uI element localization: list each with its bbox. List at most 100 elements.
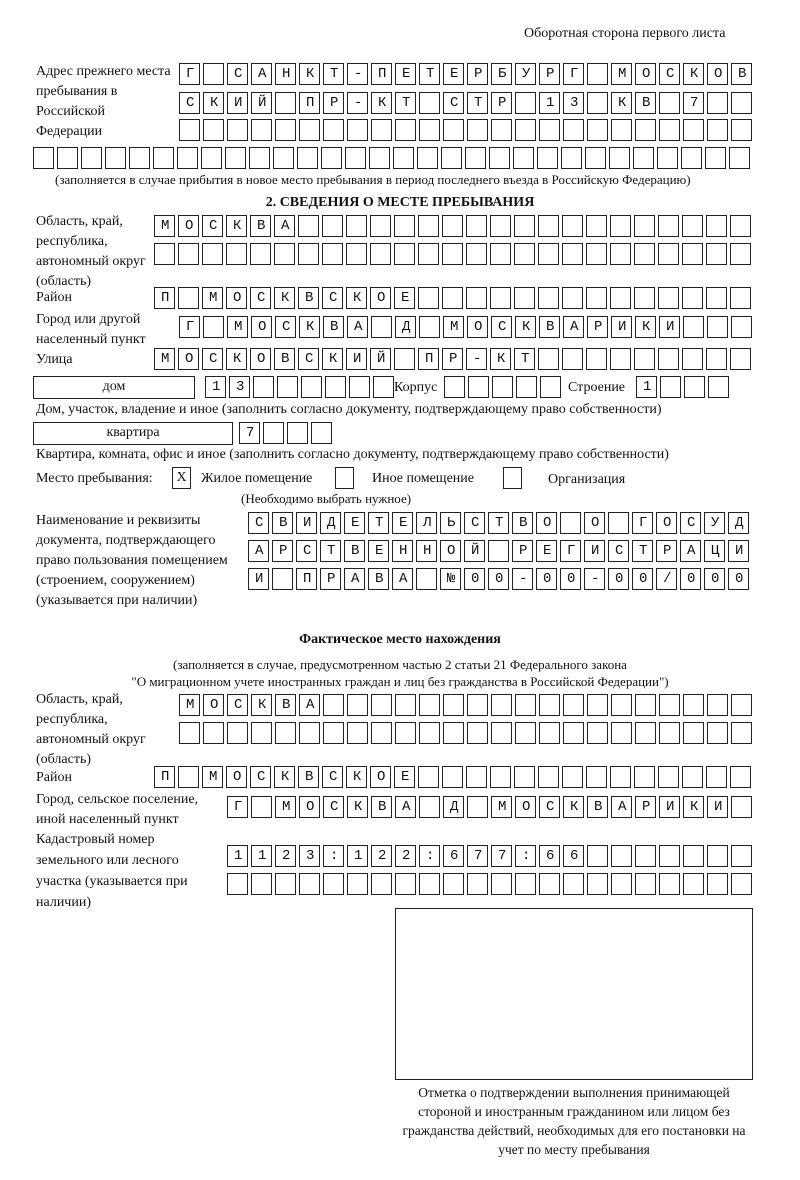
char-cell[interactable] — [239, 422, 260, 444]
char-cell[interactable] — [226, 348, 247, 370]
char-cell[interactable] — [538, 287, 559, 309]
char-cell[interactable] — [178, 766, 199, 788]
char-cell[interactable] — [227, 119, 248, 141]
char-cell[interactable] — [683, 722, 704, 744]
char-cell[interactable] — [562, 287, 583, 309]
char-cell[interactable] — [683, 119, 704, 141]
char-cell[interactable] — [368, 512, 389, 534]
char-cell[interactable] — [611, 694, 632, 716]
char-cell[interactable] — [416, 512, 437, 534]
char-cell[interactable] — [226, 766, 247, 788]
char-cell[interactable] — [680, 540, 701, 562]
char-cell[interactable] — [705, 147, 726, 169]
char-cell[interactable] — [708, 376, 729, 398]
char-cell[interactable] — [491, 873, 512, 895]
char-cell[interactable] — [251, 316, 272, 338]
char-cell[interactable] — [537, 147, 558, 169]
char-cell[interactable] — [563, 63, 584, 85]
char-cell[interactable] — [227, 796, 248, 818]
char-cell[interactable] — [586, 766, 607, 788]
char-cell[interactable] — [323, 796, 344, 818]
char-cell[interactable] — [683, 63, 704, 85]
char-cell[interactable] — [730, 348, 751, 370]
char-cell[interactable] — [634, 215, 655, 237]
char-cell[interactable] — [105, 147, 126, 169]
char-cell[interactable] — [322, 766, 343, 788]
char-cell[interactable] — [515, 119, 536, 141]
char-cell[interactable] — [301, 376, 322, 398]
char-cell[interactable] — [538, 348, 559, 370]
char-cell[interactable] — [586, 243, 607, 265]
char-cell[interactable] — [251, 92, 272, 114]
char-cell[interactable] — [539, 694, 560, 716]
char-cell[interactable] — [707, 63, 728, 85]
char-cell[interactable] — [347, 694, 368, 716]
char-cell[interactable] — [706, 348, 727, 370]
char-cell[interactable] — [587, 722, 608, 744]
char-cell[interactable] — [419, 845, 440, 867]
char-cell[interactable] — [275, 873, 296, 895]
char-cell[interactable] — [635, 873, 656, 895]
char-cell[interactable] — [392, 568, 413, 590]
char-cell[interactable] — [611, 63, 632, 85]
char-cell[interactable] — [371, 694, 392, 716]
char-cell[interactable] — [611, 722, 632, 744]
char-cell[interactable] — [731, 694, 752, 716]
char-cell[interactable] — [369, 147, 390, 169]
char-cell[interactable] — [610, 348, 631, 370]
char-cell[interactable] — [729, 147, 750, 169]
char-cell[interactable] — [416, 568, 437, 590]
char-cell[interactable] — [514, 243, 535, 265]
char-cell[interactable] — [203, 92, 224, 114]
char-cell[interactable] — [371, 845, 392, 867]
checkbox-other-premises[interactable] — [335, 467, 354, 489]
char-cell[interactable] — [370, 766, 391, 788]
char-cell[interactable] — [275, 119, 296, 141]
char-cell[interactable] — [297, 147, 318, 169]
char-cell[interactable] — [656, 568, 677, 590]
char-cell[interactable] — [587, 845, 608, 867]
char-cell[interactable] — [660, 376, 681, 398]
char-cell[interactable] — [634, 766, 655, 788]
char-cell[interactable] — [731, 845, 752, 867]
char-cell[interactable] — [227, 694, 248, 716]
char-cell[interactable] — [562, 243, 583, 265]
char-cell[interactable] — [563, 722, 584, 744]
checkbox-residential[interactable]: X — [172, 467, 191, 489]
char-cell[interactable] — [730, 243, 751, 265]
char-cell[interactable] — [731, 119, 752, 141]
char-cell[interactable] — [368, 568, 389, 590]
char-cell[interactable] — [443, 63, 464, 85]
char-cell[interactable] — [491, 845, 512, 867]
char-cell[interactable] — [202, 766, 223, 788]
char-cell[interactable] — [275, 316, 296, 338]
char-cell[interactable] — [560, 512, 581, 534]
char-cell[interactable] — [227, 845, 248, 867]
char-cell[interactable] — [202, 348, 223, 370]
char-cell[interactable] — [320, 512, 341, 534]
char-cell[interactable] — [611, 796, 632, 818]
char-cell[interactable] — [442, 287, 463, 309]
char-cell[interactable] — [488, 540, 509, 562]
char-cell[interactable] — [442, 766, 463, 788]
char-cell[interactable] — [488, 512, 509, 534]
char-cell[interactable] — [443, 694, 464, 716]
char-cell[interactable] — [466, 348, 487, 370]
char-cell[interactable] — [325, 376, 346, 398]
char-cell[interactable] — [659, 873, 680, 895]
char-cell[interactable] — [731, 63, 752, 85]
char-cell[interactable] — [272, 568, 293, 590]
char-cell[interactable] — [731, 796, 752, 818]
char-cell[interactable] — [394, 348, 415, 370]
char-cell[interactable] — [489, 147, 510, 169]
char-cell[interactable] — [490, 243, 511, 265]
char-cell[interactable] — [249, 147, 270, 169]
char-cell[interactable] — [275, 63, 296, 85]
char-cell[interactable] — [202, 215, 223, 237]
char-cell[interactable] — [347, 63, 368, 85]
char-cell[interactable] — [682, 243, 703, 265]
char-cell[interactable] — [298, 243, 319, 265]
char-cell[interactable] — [561, 147, 582, 169]
char-cell[interactable] — [373, 376, 394, 398]
char-cell[interactable] — [298, 215, 319, 237]
